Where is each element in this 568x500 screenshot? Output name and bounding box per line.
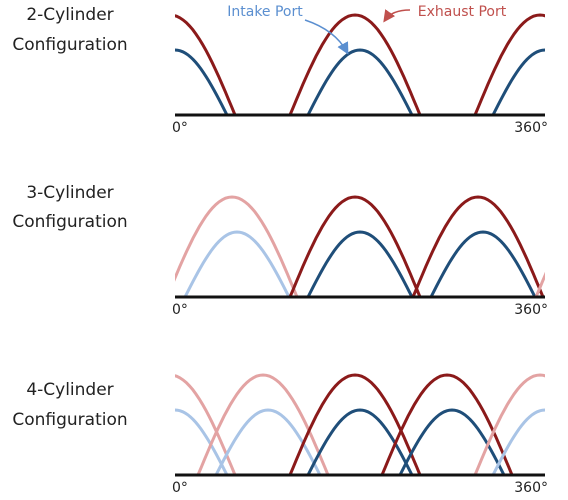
start-label: 0° bbox=[172, 120, 188, 136]
intake-curve bbox=[429, 230, 537, 298]
panel-label: 3-Cylinder bbox=[26, 183, 113, 203]
intake-curve bbox=[491, 48, 545, 116]
exhaust-curve bbox=[288, 373, 422, 476]
intake-curve bbox=[175, 408, 229, 476]
end-label: 360° bbox=[514, 302, 548, 318]
exhaust-curve bbox=[175, 14, 237, 116]
exhaust-curve bbox=[288, 195, 422, 298]
end-label: 360° bbox=[514, 120, 548, 136]
exhaust-curve bbox=[196, 373, 330, 476]
start-label: 0° bbox=[172, 480, 188, 496]
intake-curve bbox=[491, 408, 545, 476]
legend-arrow bbox=[304, 19, 349, 55]
exhaust-curve bbox=[175, 374, 237, 476]
curves bbox=[175, 13, 568, 476]
exhaust-curve bbox=[288, 13, 422, 116]
legend-exhaust: Exhaust Port bbox=[418, 4, 507, 20]
end-label: 360° bbox=[514, 480, 548, 496]
exhaust-curve bbox=[473, 373, 545, 476]
intake-curve bbox=[306, 48, 414, 116]
exhaust-curve bbox=[380, 373, 514, 476]
panel-label: Configuration bbox=[12, 410, 127, 430]
start-label: 0° bbox=[172, 302, 188, 318]
exhaust-curve bbox=[534, 271, 545, 298]
intake-curve bbox=[175, 48, 229, 116]
exhaust-curve bbox=[411, 195, 545, 298]
legend-arrow bbox=[383, 9, 411, 23]
intake-curve bbox=[554, 232, 568, 297]
panel-label: 4-Cylinder bbox=[26, 380, 113, 400]
exhaust-curve bbox=[473, 13, 545, 116]
panel-label: Configuration bbox=[12, 212, 127, 232]
panel-label: Configuration bbox=[12, 35, 127, 55]
intake-curve bbox=[306, 230, 414, 298]
exhaust-curve bbox=[175, 195, 299, 298]
intake-curve bbox=[183, 230, 291, 298]
legend-intake: Intake Port bbox=[227, 4, 303, 20]
intake-curve bbox=[398, 408, 506, 476]
panel-label: 2-Cylinder bbox=[26, 5, 113, 25]
